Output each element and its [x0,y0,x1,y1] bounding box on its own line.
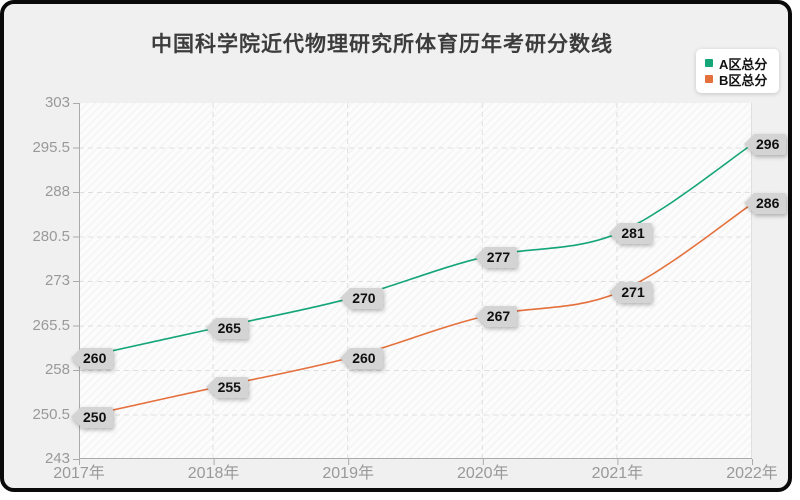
data-label: 260 [340,347,383,369]
data-label-value: 271 [619,282,652,304]
data-label: 250 [71,406,114,428]
legend: A区总分 B区总分 [696,49,780,93]
data-label: 270 [340,288,383,310]
data-label: 281 [609,223,652,245]
data-label-value: 296 [754,134,787,156]
data-label-arrow-icon [609,282,620,303]
y-axis-label: 258 [44,361,70,378]
data-label-arrow-icon [744,134,754,155]
y-axis-label: 288 [44,183,70,200]
series-line-b [78,203,753,419]
x-axis-label: 2022年 [726,465,778,482]
legend-label-a: A区总分 [719,56,768,72]
chart-title: 中国科学院近代物理研究所体育历年考研分数线 [151,33,613,56]
data-label-value: 270 [350,288,383,310]
data-label: 271 [609,282,652,304]
data-label-value: 260 [350,347,383,369]
data-label: 286 [744,193,787,215]
legend-swatch-a-icon [705,59,713,67]
y-axis-label: 303 [44,94,70,111]
data-label: 267 [474,306,518,328]
y-axis-label: 243 [44,450,70,467]
data-label-arrow-icon [744,193,754,214]
data-label-value: 265 [215,317,248,339]
data-label-arrow-icon [205,317,216,338]
data-label-value: 267 [484,306,518,328]
chart-frame: 中国科学院近代物理研究所体育历年考研分数线 A区总分 B区总分 243 250.5… [0,0,792,492]
data-label-value: 277 [484,246,518,268]
data-label: 277 [474,246,518,268]
data-label: 265 [205,317,248,339]
x-axis-label: 2021年 [591,465,644,482]
data-label-value: 281 [619,223,652,245]
data-label-arrow-icon [205,377,216,398]
x-axis-label: 2018年 [187,465,240,482]
data-label-arrow-icon [340,347,351,368]
y-axis-label: 280.5 [32,227,70,245]
data-label-value: 255 [215,377,248,399]
x-axis-label: 2017年 [53,465,105,482]
data-label-arrow-icon [474,306,485,327]
legend-swatch-b-icon [705,75,713,83]
chart-plot-svg [73,103,753,465]
x-axis-label: 2020年 [456,465,509,482]
y-axis-label: 295.5 [32,138,70,156]
legend-item-a[interactable]: A区总分 [705,55,768,72]
data-label-arrow-icon [71,406,81,427]
data-label: 255 [205,377,248,399]
data-label: 296 [744,134,787,156]
data-label-arrow-icon [474,246,485,267]
y-axis-label: 273 [44,272,70,289]
data-label-value: 260 [81,347,114,369]
series-line-a [78,143,753,359]
legend-label-b: B区总分 [719,72,768,88]
data-label-arrow-icon [340,288,351,309]
data-label-value: 286 [754,193,787,215]
x-axis-label: 2019年 [322,465,374,482]
data-label: 260 [71,347,114,369]
data-label-arrow-icon [71,347,81,368]
y-axis-label: 250.5 [32,405,70,423]
data-label-arrow-icon [609,223,620,244]
legend-item-b[interactable]: B区总分 [705,71,768,88]
data-label-value: 250 [81,406,114,428]
y-axis-label: 265.5 [32,316,70,334]
